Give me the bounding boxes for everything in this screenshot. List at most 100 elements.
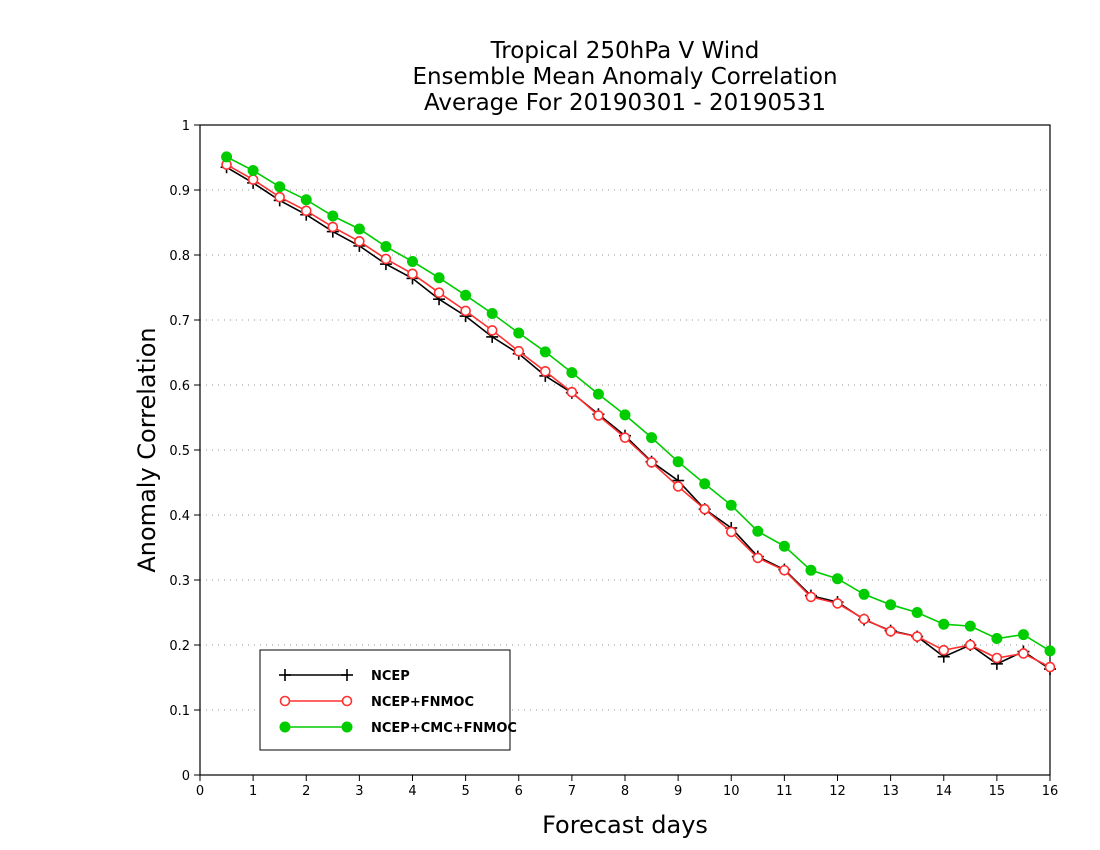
- data-point-filled-circle: [778, 540, 790, 552]
- data-point-open-circle: [858, 613, 870, 625]
- data-point-open-circle: [341, 695, 353, 707]
- data-point-plus: [341, 669, 353, 681]
- x-tick-label: 4: [408, 784, 416, 799]
- data-point-filled-circle: [274, 181, 286, 193]
- x-axis-label: Forecast days: [542, 811, 708, 839]
- data-point-filled-circle: [885, 599, 897, 611]
- data-point-filled-circle: [221, 151, 233, 163]
- x-tick-label: 11: [776, 784, 793, 799]
- data-point-filled-circle: [513, 327, 525, 339]
- series-line: [226, 156, 1051, 652]
- data-point-filled-circle: [858, 588, 870, 600]
- series-ncep-fnmoc: [221, 159, 1056, 673]
- x-tick-label: 15: [989, 784, 1006, 799]
- x-axis-ticks: 0 1 2 3 4 5 6 7 8 9 10 11 12 13 14 15 16: [196, 775, 1058, 799]
- data-point-open-circle: [327, 221, 339, 233]
- data-point-open-circle: [805, 591, 817, 603]
- data-point-filled-circle: [752, 525, 764, 537]
- x-tick-label: 0: [196, 784, 204, 799]
- data-point-open-circle: [433, 287, 445, 299]
- legend-item: NCEP+FNMOC: [279, 695, 474, 710]
- chart-title-line-3: Average For 20190301 - 20190531: [424, 90, 826, 116]
- data-point-open-circle: [279, 695, 291, 707]
- data-point-open-circle: [885, 626, 896, 637]
- data-point-filled-circle: [619, 409, 631, 421]
- legend-label: NCEP: [371, 669, 410, 684]
- data-point-open-circle: [699, 503, 710, 515]
- data-point-filled-circle: [699, 478, 711, 490]
- data-point-filled-circle: [341, 721, 353, 733]
- x-tick-label: 10: [723, 784, 740, 799]
- data-point-open-circle: [566, 386, 578, 398]
- data-point-open-circle: [832, 598, 843, 609]
- data-point-filled-circle: [832, 573, 843, 585]
- data-point-filled-circle: [1017, 629, 1029, 641]
- data-point-open-circle: [1018, 648, 1029, 659]
- legend-item: NCEP+CMC+FNMOC: [279, 721, 517, 736]
- data-point-filled-circle: [566, 367, 578, 379]
- y-tick-label: 0.8: [169, 249, 190, 264]
- data-point-open-circle: [460, 305, 471, 317]
- data-point-filled-circle: [247, 165, 259, 176]
- data-point-open-circle: [938, 644, 950, 656]
- data-point-open-circle: [540, 366, 551, 377]
- data-point-filled-circle: [279, 721, 291, 733]
- data-point-filled-circle: [353, 223, 365, 235]
- x-tick-label: 2: [302, 784, 310, 799]
- y-tick-label: 0.3: [169, 574, 190, 589]
- data-point-open-circle: [486, 325, 498, 336]
- data-point-open-circle: [513, 345, 525, 357]
- data-point-open-circle: [247, 174, 259, 185]
- data-point-filled-circle: [486, 308, 498, 319]
- legend-box: [259, 649, 511, 751]
- y-tick-label: 0.9: [169, 184, 190, 199]
- x-tick-label: 6: [515, 784, 523, 799]
- data-point-filled-circle: [380, 241, 392, 253]
- legend-item: NCEP: [279, 669, 410, 684]
- y-axis-ticks: 0 0.1 0.2 0.3 0.4 0.5 0.6 0.7 0.8 0.9 1: [169, 119, 200, 784]
- data-point-open-circle: [672, 481, 684, 492]
- data-point-open-circle: [779, 564, 790, 576]
- data-point-open-circle: [911, 631, 923, 642]
- chart-title-line-2: Ensemble Mean Anomaly Correlation: [412, 64, 837, 90]
- data-point-filled-circle: [407, 256, 418, 267]
- legend-label: NCEP+FNMOC: [371, 695, 474, 710]
- x-tick-label: 12: [829, 784, 846, 799]
- x-tick-label: 13: [882, 784, 899, 799]
- data-point-open-circle: [300, 205, 312, 217]
- data-point-open-circle: [593, 410, 604, 421]
- x-tick-label: 9: [674, 784, 682, 799]
- data-point-open-circle: [965, 639, 976, 651]
- data-point-open-circle: [407, 268, 418, 280]
- x-tick-label: 1: [249, 784, 257, 799]
- series-layer: [220, 151, 1056, 676]
- legend: NCEP NCEP+FNMOC NCEP+CMC+FNMOC: [259, 649, 517, 751]
- grid-lines: [200, 189, 1050, 711]
- y-tick-label: 0.2: [169, 639, 190, 654]
- data-point-open-circle: [380, 253, 392, 265]
- data-point-filled-circle: [805, 564, 817, 576]
- data-point-filled-circle: [460, 289, 472, 301]
- data-point-filled-circle: [991, 633, 1003, 644]
- data-point-filled-circle: [327, 210, 339, 222]
- data-point-filled-circle: [646, 432, 658, 444]
- data-point-plus: [279, 669, 291, 681]
- y-axis-label: Anomaly Correlation: [133, 327, 161, 572]
- x-tick-label: 8: [621, 784, 629, 799]
- series-ncep: [220, 161, 1056, 676]
- data-point-filled-circle: [911, 607, 923, 618]
- y-tick-label: 0.7: [169, 314, 190, 329]
- y-tick-label: 0.6: [169, 379, 190, 394]
- data-point-filled-circle: [725, 499, 737, 511]
- data-point-filled-circle: [1044, 645, 1056, 657]
- data-point-open-circle: [752, 552, 764, 564]
- data-point-filled-circle: [938, 618, 950, 630]
- y-tick-label: 0.4: [169, 509, 190, 524]
- legend-items: NCEP NCEP+FNMOC NCEP+CMC+FNMOC: [279, 669, 517, 736]
- y-tick-label: 0: [182, 769, 190, 784]
- x-tick-label: 3: [355, 784, 363, 799]
- data-point-filled-circle: [539, 346, 551, 358]
- x-tick-label: 7: [568, 784, 576, 799]
- data-point-open-circle: [354, 236, 365, 247]
